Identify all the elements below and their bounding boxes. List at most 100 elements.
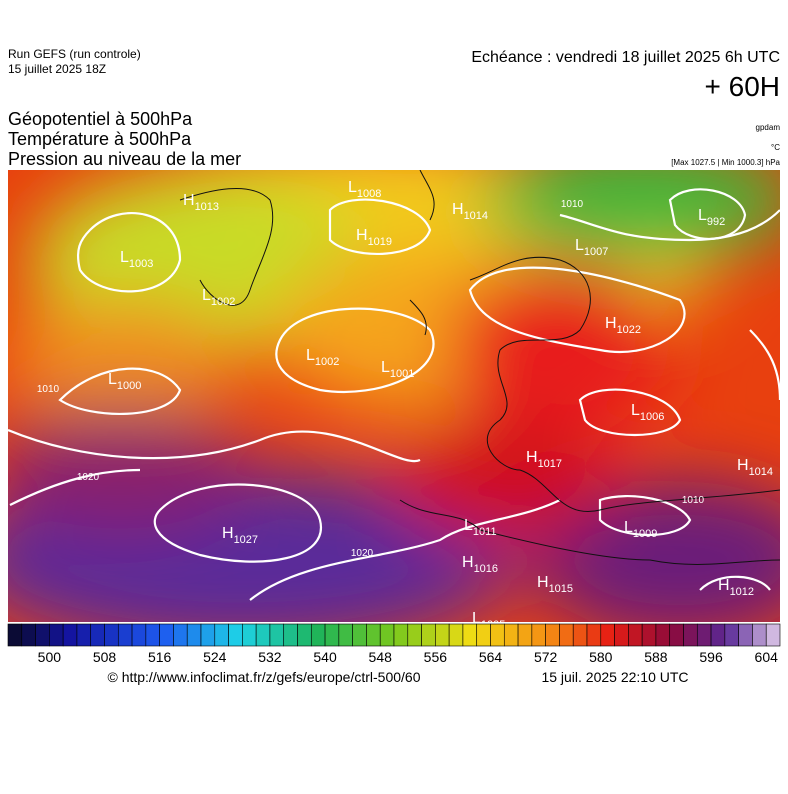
center-letter: L: [624, 519, 633, 536]
isobar-label: 1020: [351, 548, 374, 559]
pressure-center: L1006: [631, 402, 664, 423]
center-value: 1017: [538, 458, 562, 470]
colorbar-swatch: [49, 623, 64, 647]
center-value: 1006: [640, 411, 664, 423]
unit: °C: [771, 143, 780, 152]
colorbar-tick-label: 596: [699, 649, 723, 665]
colorbar-swatch: [297, 623, 312, 647]
pressure-center: H1022: [605, 315, 641, 336]
colorbar-swatch: [503, 623, 519, 647]
colorbar-tick-label: 548: [369, 649, 393, 665]
colorbar-swatch: [531, 623, 546, 647]
colorbar-swatch: [117, 623, 133, 647]
pressure-center: L1008: [348, 179, 381, 200]
colorbar-swatch: [338, 623, 353, 647]
colorbar-swatch: [21, 623, 36, 647]
field-title: Géopotentiel à 500hPa: [8, 109, 193, 129]
coastlines: [179, 170, 780, 565]
pressure-center: L1001: [381, 359, 414, 380]
colorbar-swatch: [696, 623, 712, 647]
center-letter: L: [575, 237, 584, 254]
colorbar-swatch: [600, 623, 615, 647]
colorbar-swatch: [490, 623, 505, 647]
center-letter: H: [462, 554, 474, 571]
center-value: 1005: [481, 619, 505, 631]
unit: [Max 1027.5 | Min 1000.3] hPa: [671, 158, 780, 167]
colorbar-swatch: [435, 623, 450, 647]
center-letter: L: [108, 371, 117, 388]
colorbar-swatch: [628, 623, 643, 647]
center-letter: H: [605, 315, 617, 332]
colorbar-swatch: [352, 623, 367, 647]
colorbar-swatch: [324, 623, 340, 647]
run-date: 15 juillet 2025 18Z: [8, 62, 106, 76]
colorbar-swatch: [641, 623, 657, 647]
center-value: 1009: [633, 528, 657, 540]
colorbar-swatch: [366, 623, 381, 647]
pressure-center: H1014: [737, 457, 773, 478]
center-letter: H: [526, 449, 538, 466]
center-value: 992: [707, 216, 725, 228]
pressure-center: L1000: [108, 371, 141, 392]
center-letter: H: [537, 574, 549, 591]
center-letter: L: [348, 179, 357, 196]
colorbar-swatch: [173, 623, 188, 647]
center-value: 1003: [129, 258, 153, 270]
pressure-center: L1009: [624, 519, 657, 540]
colorbar-tick-label: 532: [258, 649, 282, 665]
colorbar-tick-label: 588: [644, 649, 668, 665]
center-value: 1007: [584, 246, 608, 258]
center-letter: H: [222, 525, 234, 542]
center-value: 1014: [749, 466, 773, 478]
center-value: 1002: [315, 356, 339, 368]
field-title: Température à 500hPa: [8, 129, 192, 149]
colorbar-tick-label: 524: [203, 649, 227, 665]
isobar-label: 1020: [77, 472, 100, 483]
center-letter: L: [381, 359, 390, 376]
center-letter: L: [698, 207, 707, 224]
colorbar-tick-label: 604: [755, 649, 779, 665]
field-title: Pression au niveau de la mer: [8, 149, 241, 169]
lead-time: + 60H: [705, 71, 781, 102]
colorbar-swatch: [669, 623, 684, 647]
center-value: 1008: [357, 188, 381, 200]
colorbar-swatch: [7, 623, 23, 647]
center-value: 1015: [549, 583, 573, 595]
pressure-center: H1017: [526, 449, 562, 470]
colorbar-tick-label: 564: [479, 649, 503, 665]
center-value: 1022: [617, 324, 641, 336]
center-letter: H: [737, 457, 749, 474]
center-letter: L: [202, 287, 211, 304]
colorbar-swatch: [200, 623, 216, 647]
colorbar: 500 508 516 524 532 540 548 556 564 572 580 588 596 6…: [7, 623, 781, 665]
colorbar-tick-label: 572: [534, 649, 558, 665]
center-letter: L: [464, 517, 473, 534]
center-value: 1014: [464, 210, 488, 222]
colorbar-swatch: [62, 623, 78, 647]
source: © http://www.infoclimat.fr/z/gefs/europe…: [107, 669, 420, 685]
pressure-center: H1014: [452, 201, 488, 222]
colorbar-swatch: [517, 623, 533, 647]
colorbar-tick-label: 540: [313, 649, 337, 665]
colorbar-swatch: [614, 623, 629, 647]
colorbar-swatch: [255, 623, 271, 647]
pressure-center: H1027: [222, 525, 258, 546]
colorbar-swatch: [752, 623, 767, 647]
pressure-center: L1011: [464, 517, 497, 538]
colorbar-swatch: [310, 623, 326, 647]
isobar-label: 1010: [37, 384, 60, 395]
center-value: 1001: [390, 368, 414, 380]
colorbar-swatch: [421, 623, 436, 647]
colorbar-swatch: [545, 623, 560, 647]
colorbar-tick-label: 580: [589, 649, 613, 665]
center-value: 1013: [195, 201, 219, 213]
center-value: 1019: [368, 236, 392, 248]
colorbar-tick-label: 500: [38, 649, 62, 665]
colorbar-tick-label: 516: [148, 649, 172, 665]
colorbar-swatch: [228, 623, 243, 647]
colorbar-swatch: [214, 623, 229, 647]
unit: gpdam: [756, 123, 781, 132]
colorbar-swatch: [738, 623, 753, 647]
